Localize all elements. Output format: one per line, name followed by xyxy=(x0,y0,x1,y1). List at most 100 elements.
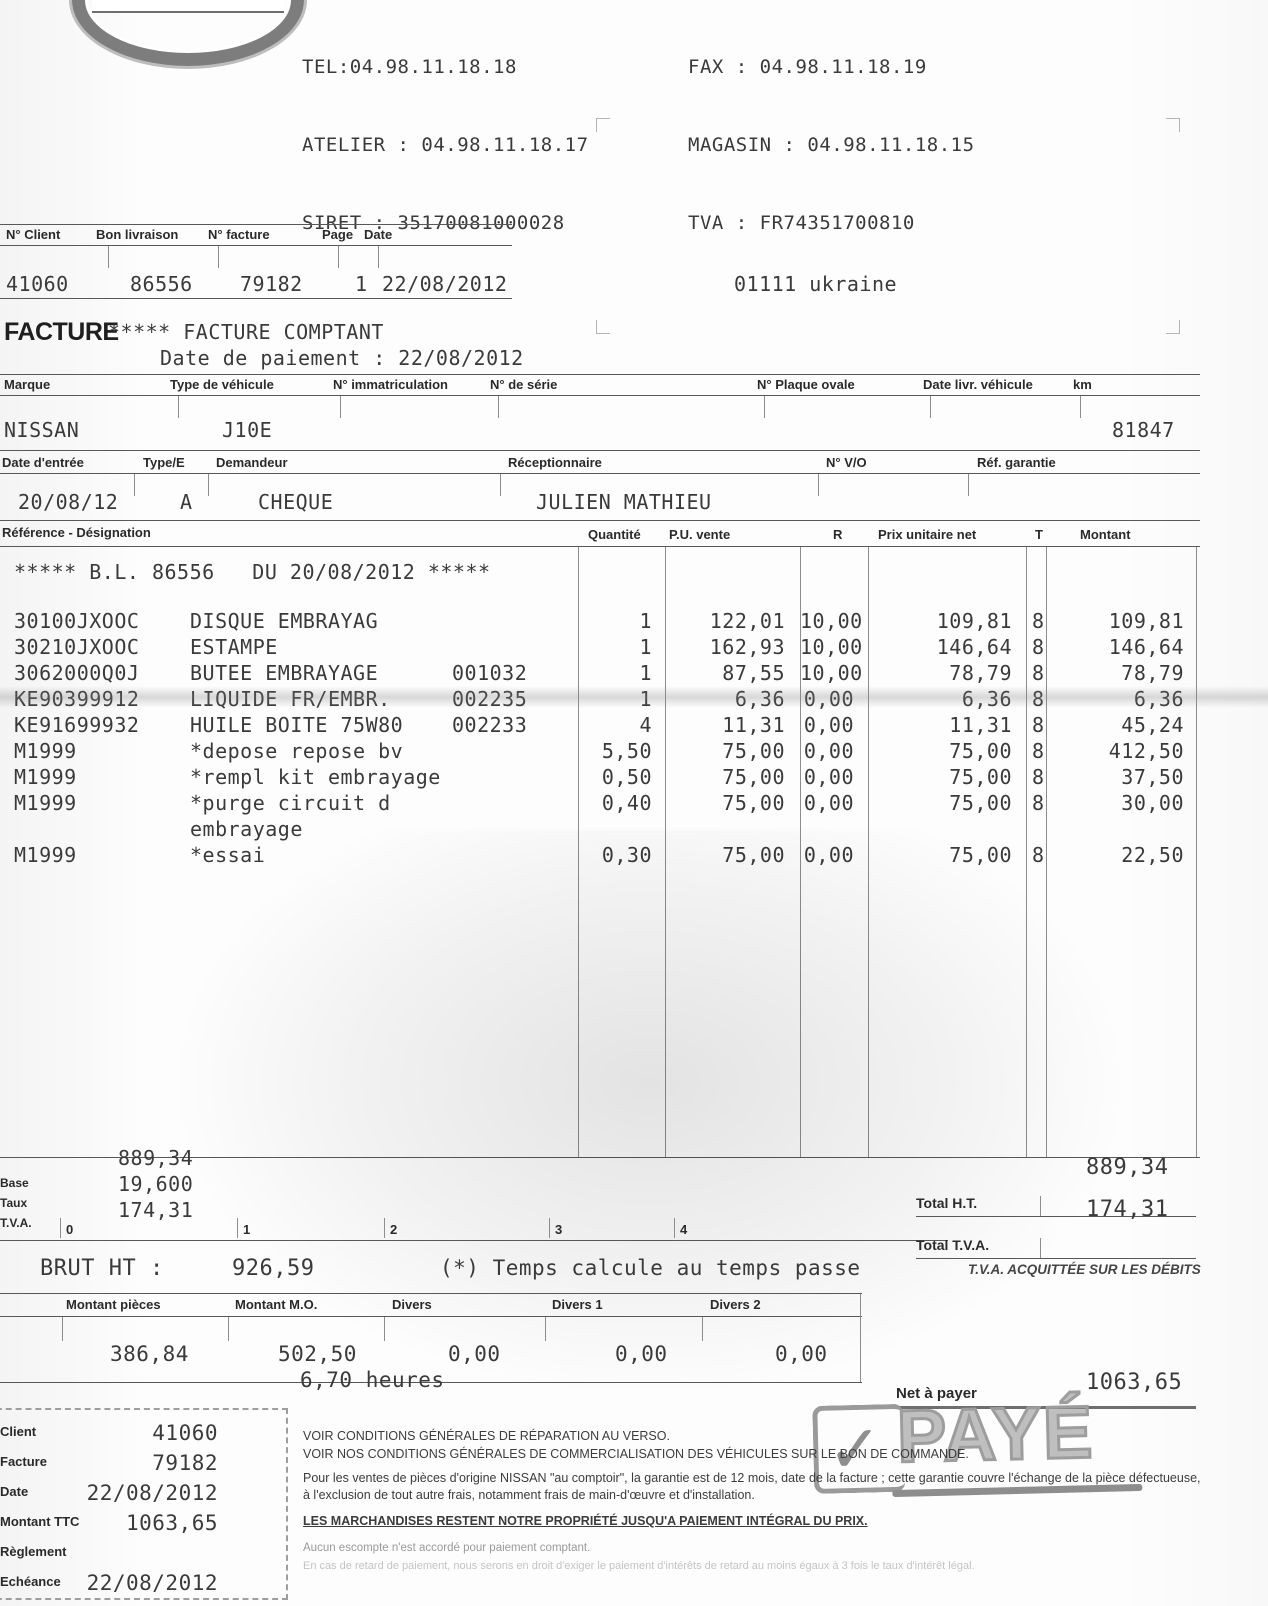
col-no-serie: N° de série xyxy=(490,377,558,392)
item-cell-ref: 3062000Q0J xyxy=(14,661,140,685)
time-calculation-note: (*) Temps calcule au temps passe xyxy=(440,1256,861,1280)
col-plaque-ovale: N° Plaque ovale xyxy=(757,377,855,392)
item-cell-r: 10,00 xyxy=(800,609,863,633)
item-cell-extra: 002233 xyxy=(452,713,528,737)
item-row: M1999 *rempl kit embrayage 0,50 75,00 0,00 75… xyxy=(0,764,1200,790)
col-t: T xyxy=(1035,527,1043,542)
tel-line: TEL:04.98.11.18.18 xyxy=(302,56,517,78)
stub-value-ech-ance: 22/08/2012 xyxy=(86,1571,218,1595)
nissan-logo-bar xyxy=(92,0,284,13)
customer-reference: 01111 ukraine xyxy=(734,272,898,296)
stub-label-facture: Facture xyxy=(0,1454,47,1469)
col-page: Page xyxy=(322,227,354,242)
item-cell-qty: 1 xyxy=(639,687,652,711)
legal-line-6: En cas de retard de paiement, nous seron… xyxy=(303,1560,975,1573)
item-cell-amount: 6,36 xyxy=(1133,687,1184,711)
item-cell-qty: 0,40 xyxy=(601,791,652,815)
value-date-entree: 20/08/12 xyxy=(18,490,119,514)
item-cell-t: 8 xyxy=(1032,635,1045,659)
item-cell-r: 10,00 xyxy=(800,635,863,659)
item-cell-extra: 002235 xyxy=(452,687,528,711)
item-cell-net: 6,36 xyxy=(961,687,1012,711)
stub-value-montant-ttc: 1063,65 xyxy=(125,1511,218,1535)
stub-label-client: Client xyxy=(0,1424,37,1439)
item-row: embrayage xyxy=(0,816,1200,842)
item-cell-qty: 1 xyxy=(639,635,652,659)
crop-mark-mid-left xyxy=(596,320,610,334)
value-divers-1: 0,00 xyxy=(615,1342,668,1366)
item-row: M1999 *essai 0,30 75,00 0,00 75,00 8 22,50 xyxy=(0,842,1200,868)
col-date-entree: Date d'entrée xyxy=(2,455,84,470)
item-cell-designation: *essai xyxy=(190,843,266,867)
tva-debits-note: T.V.A. ACQUITTÉE SUR LES DÉBITS xyxy=(968,1262,1201,1277)
value-marque: NISSAN xyxy=(4,418,80,442)
item-row: 3062000Q0J BUTEE EMBRAYAGE 001032 1 87,55 10,… xyxy=(0,660,1200,686)
item-cell-ref: M1999 xyxy=(14,843,77,867)
stub-value-facture: 79182 xyxy=(152,1451,218,1475)
item-cell-r: 0,00 xyxy=(803,739,854,763)
item-cell-net: 75,00 xyxy=(949,739,1012,763)
item-cell-amount: 45,24 xyxy=(1121,713,1184,737)
item-cell-pu: 11,31 xyxy=(722,713,785,737)
tva-label-tva: T.V.A. xyxy=(0,1216,32,1230)
document-type-label: FACTURE xyxy=(4,318,119,346)
payment-stub xyxy=(0,1408,288,1600)
item-cell-pu: 6,36 xyxy=(734,687,785,711)
item-cell-net: 75,00 xyxy=(949,765,1012,789)
item-cell-designation: *rempl kit embrayage xyxy=(190,765,441,789)
item-cell-amount: 37,50 xyxy=(1121,765,1184,789)
item-cell-net: 78,79 xyxy=(949,661,1012,685)
tva-taux-value: 19,600 xyxy=(118,1172,194,1196)
total-tva-value: 174,31 xyxy=(1086,1197,1169,1222)
tva-rate-code-0: 0 xyxy=(66,1222,74,1237)
col-immatriculation: N° immatriculation xyxy=(333,377,448,392)
col-reference-designation: Référence - Désignation xyxy=(2,525,151,540)
tva-rate-code-2: 2 xyxy=(390,1222,398,1237)
col-montant-mo: Montant M.O. xyxy=(235,1297,318,1312)
item-cell-t: 8 xyxy=(1032,609,1045,633)
item-row: 30210JXOOC ESTAMPE 1 162,93 10,00 146,64 8 146,… xyxy=(0,634,1200,660)
col-receptionnaire: Réceptionnaire xyxy=(508,455,602,470)
value-type-e: A xyxy=(180,490,193,514)
siret-line: SIRET : 35170081000028 xyxy=(302,212,565,234)
item-cell-ref: KE91699932 xyxy=(14,713,140,737)
col-r: R xyxy=(833,527,843,542)
legal-line-4: LES MARCHANDISES RESTENT NOTRE PROPRIÉTÉ… xyxy=(303,1514,868,1528)
col-bon-livraison: Bon livraison xyxy=(96,227,179,242)
item-cell-t: 8 xyxy=(1032,713,1045,737)
stub-row: Règlement xyxy=(0,1538,290,1568)
item-cell-amount: 109,81 xyxy=(1108,609,1184,633)
col-km: km xyxy=(1073,377,1092,392)
tva-base-value: 889,34 xyxy=(118,1146,194,1170)
stub-row: Date 22/08/2012 xyxy=(0,1478,290,1508)
item-row: M1999 *purge circuit d 0,40 75,00 0,00 75,00 8… xyxy=(0,790,1200,816)
labour-hours: 6,70 heures xyxy=(300,1368,445,1392)
tva-amount-value: 174,31 xyxy=(118,1198,194,1222)
item-cell-amount: 146,64 xyxy=(1108,635,1184,659)
value-divers-2: 0,00 xyxy=(775,1342,828,1366)
crop-mark-top-right xyxy=(1166,118,1180,132)
stub-row: Client 41060 xyxy=(0,1418,290,1448)
item-cell-r: 0,00 xyxy=(803,791,854,815)
col-montant-pieces: Montant pièces xyxy=(66,1297,161,1312)
item-cell-r: 10,00 xyxy=(800,661,863,685)
item-cell-ref: M1999 xyxy=(14,739,77,763)
value-receptionnaire: JULIEN MATHIEU xyxy=(536,490,712,514)
item-cell-designation: ESTAMPE xyxy=(190,635,278,659)
item-cell-t: 8 xyxy=(1032,739,1045,763)
stub-label-ech-ance: Echéance xyxy=(0,1574,61,1589)
item-cell-designation: DISQUE EMBRAYAG xyxy=(190,609,379,633)
col-divers-1: Divers 1 xyxy=(552,1297,603,1312)
magasin-line: MAGASIN : 04.98.11.18.15 xyxy=(688,134,975,156)
value-client-no: 41060 xyxy=(6,272,69,296)
legal-line-1: VOIR CONDITIONS GÉNÉRALES DE RÉPARATION … xyxy=(303,1429,670,1443)
item-cell-net: 75,00 xyxy=(949,791,1012,815)
contact-right-column: FAX : 04.98.11.18.19 MAGASIN : 04.98.11.… xyxy=(688,2,975,288)
item-cell-pu: 75,00 xyxy=(722,765,785,789)
item-cell-pu: 75,00 xyxy=(722,739,785,763)
item-cell-t: 8 xyxy=(1032,843,1045,867)
value-montant-mo: 502,50 xyxy=(278,1342,357,1366)
item-cell-designation: HUILE BOITE 75W80 xyxy=(190,713,404,737)
tva-rate-code-4: 4 xyxy=(680,1222,688,1237)
col-divers: Divers xyxy=(392,1297,432,1312)
